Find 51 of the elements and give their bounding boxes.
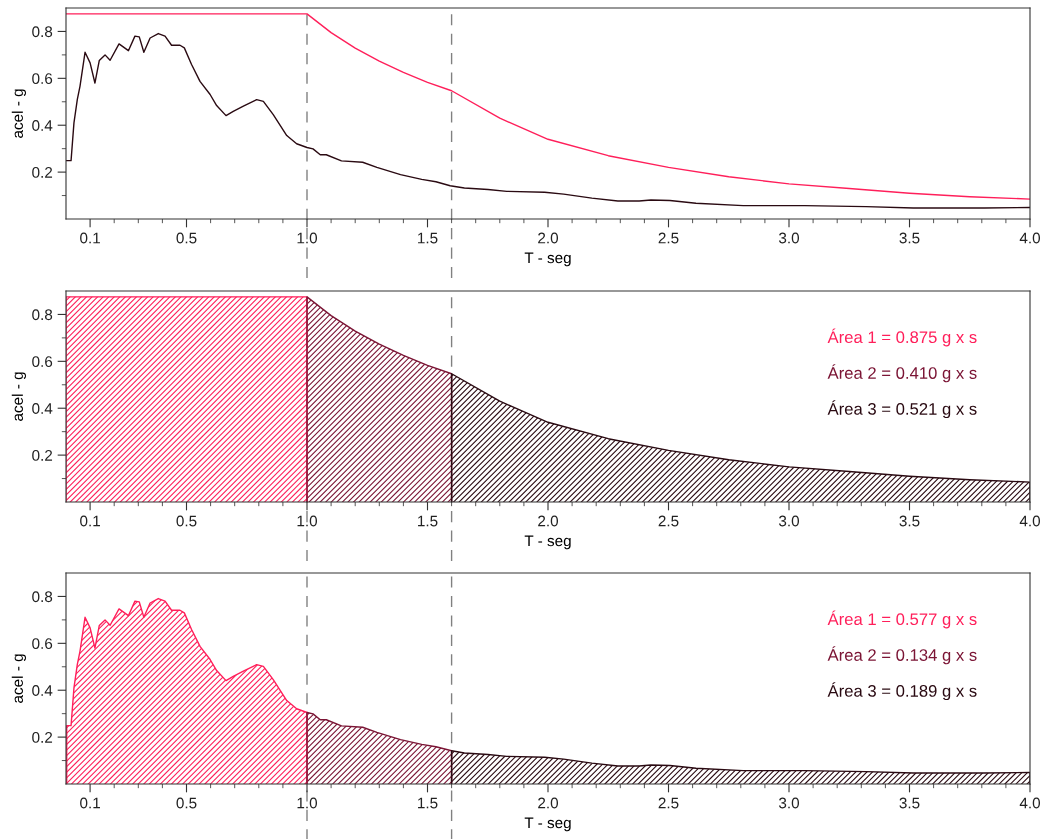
y-tick-label: 0.6 (32, 73, 53, 85)
y-tick-label: 0.4 (32, 120, 53, 131)
x-tick-label: 0.5 (176, 515, 197, 527)
x-axis-title: T - seg (524, 817, 571, 832)
x-tick-label: 3.5 (899, 515, 920, 527)
y-tick-label: 0.8 (32, 309, 53, 321)
y-tick-label: 0.4 (32, 685, 53, 696)
y-axis-title: acel - g (11, 372, 27, 421)
x-tick-label: 0.1 (80, 515, 100, 527)
x-tick-label: 4.0 (1019, 797, 1041, 809)
x-tick-label: 0.1 (80, 797, 100, 809)
x-tick-label: 1.5 (418, 515, 438, 527)
x-axis-title: T - seg (524, 535, 571, 550)
annotation: Área 1 = 0.577 g x s (827, 610, 977, 629)
y-tick-label: 0.2 (32, 166, 53, 178)
y-tick-label: 0.6 (32, 638, 53, 650)
annotation: Área 2 = 0.410 g x s (827, 364, 977, 383)
annotation: Área 2 = 0.134 g x s (827, 646, 977, 665)
x-tick-label: 1.5 (418, 797, 438, 809)
x-tick-label: 4.0 (1019, 515, 1041, 527)
y-axis-title: acel - g (11, 654, 27, 703)
x-tick-label: 2.0 (538, 515, 559, 527)
y-tick-label: 0.6 (32, 356, 53, 368)
x-tick-label: 1.5 (418, 232, 438, 244)
x-tick-label: 2.0 (538, 232, 559, 244)
x-tick-label: 0.1 (80, 232, 100, 244)
x-tick-label: 1.0 (297, 515, 318, 527)
annotation: Área 1 = 0.875 g x s (827, 328, 977, 347)
annotation: Área 3 = 0.521 g x s (827, 400, 977, 419)
y-tick-label: 0.4 (32, 403, 53, 414)
x-tick-label: 4.0 (1019, 232, 1041, 244)
y-axis-title: acel - g (11, 89, 27, 138)
x-tick-label: 3.0 (778, 515, 800, 527)
x-tick-label: 2.0 (538, 797, 559, 809)
x-axis-title: T - seg (524, 252, 571, 267)
x-tick-label: 3.0 (778, 797, 800, 809)
annotation: Área 3 = 0.189 g x s (827, 682, 977, 701)
x-tick-label: 2.5 (658, 797, 679, 809)
x-tick-label: 0.5 (176, 797, 197, 809)
x-tick-label: 3.5 (899, 232, 920, 244)
y-tick-label: 0.8 (32, 591, 53, 603)
y-tick-label: 0.2 (32, 449, 53, 461)
x-tick-label: 1.0 (297, 797, 318, 809)
x-tick-label: 2.5 (658, 515, 679, 527)
x-tick-label: 3.0 (778, 232, 800, 244)
y-tick-label: 0.8 (32, 26, 53, 38)
x-tick-label: 1.0 (297, 232, 318, 244)
x-tick-label: 2.5 (658, 232, 679, 244)
x-tick-label: 3.5 (899, 797, 920, 809)
y-tick-label: 0.2 (32, 731, 53, 743)
x-tick-label: 0.5 (176, 232, 197, 244)
